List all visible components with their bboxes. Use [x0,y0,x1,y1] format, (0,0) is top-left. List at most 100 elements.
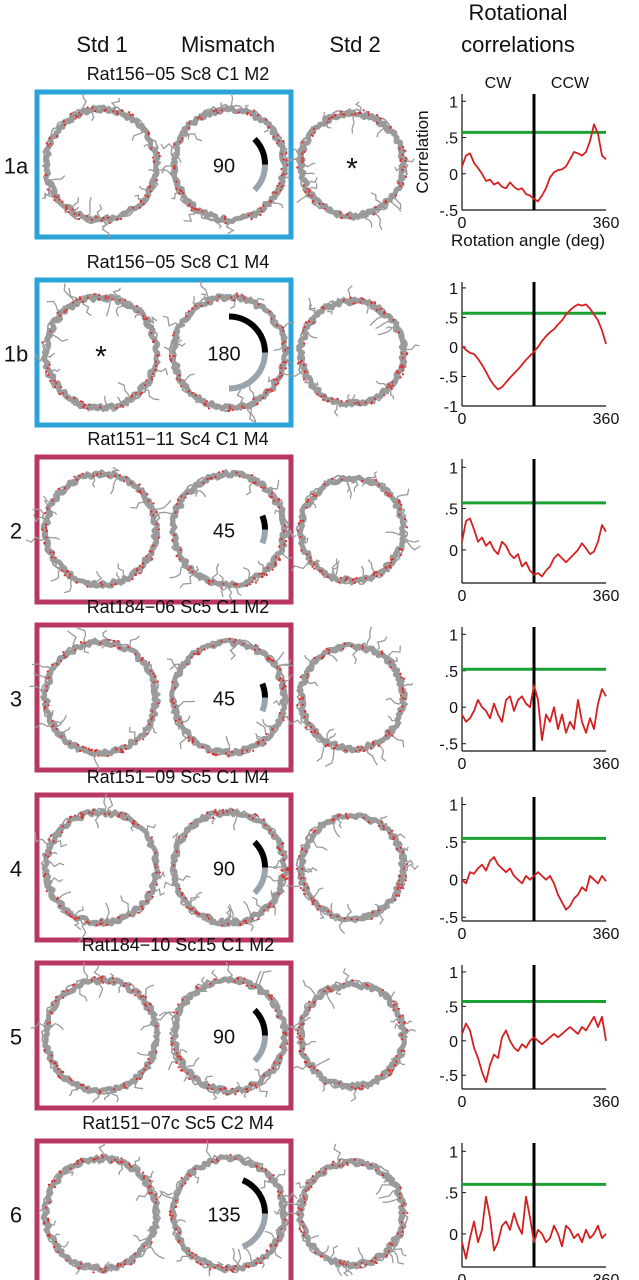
spike-dot [367,821,371,824]
spike-dot [388,733,391,736]
trajectory-path [296,979,408,1092]
trajectory-excursion [273,859,285,868]
spike-dot [361,1087,364,1090]
spike-dot [142,1171,145,1174]
spike-dot [139,199,142,202]
spike-dot [299,675,302,679]
trajectory-excursion [133,1234,150,1244]
spike-dot [171,1042,174,1045]
spike-dot [59,314,62,317]
spike-dot [148,1002,151,1005]
spike-dot [206,1263,209,1266]
spike-dot [301,156,304,160]
spike-dot [371,911,374,914]
spike-dot [276,1235,280,1239]
spike-dot [276,1190,279,1193]
spike-dot [393,1064,396,1067]
spike-dot [107,475,110,478]
spike-dot [252,749,255,752]
spike-dot [154,1194,157,1197]
trajectory-excursion [265,875,284,883]
spike-dot [188,1254,191,1257]
trajectory-excursion [66,1168,74,1177]
spike-dot [196,650,199,653]
trajectory-excursion [45,1220,57,1227]
trajectory-excursion [300,172,315,175]
spike-dot [234,638,237,641]
trajectory-excursion [338,918,346,935]
spike-dot [398,548,401,551]
spike-dot [300,1016,303,1019]
spike-dot [78,917,81,920]
spike-dot [179,1058,182,1061]
spike-dot [47,1183,51,1186]
trajectory-excursion [50,568,63,582]
y-tick-label: -.5 [439,737,458,754]
trajectory-excursion [95,571,103,586]
trajectory-excursion [272,1169,286,1180]
spike-dot [146,195,149,198]
trajectory-excursion [147,315,158,325]
spike-dot [298,1049,301,1053]
trajectory-path [41,1153,160,1274]
trajectory-excursion [258,970,272,989]
spike-dot [376,121,379,124]
spike-dot [269,388,272,391]
spike-dot [155,522,158,526]
spike-dot [76,115,79,118]
spike-dot [255,1086,258,1089]
trajectory-excursion [279,1202,301,1207]
trajectory-excursion [284,158,302,163]
spike-dot [284,539,288,543]
spike-dot [271,834,274,837]
trajectory-excursion [75,906,84,919]
spike-dot [145,379,148,382]
spike-dot [52,724,55,727]
spike-dot [392,1008,395,1011]
spike-dot [345,400,348,403]
mismatch-angle: 90 [213,1027,235,1049]
trajectory-excursion [163,881,176,889]
trajectory-excursion [313,1057,330,1071]
spike-dot [279,371,282,374]
spike-dot [216,1159,219,1162]
spike-dot [245,749,248,752]
spike-dot [231,808,235,812]
spike-dot [370,402,373,405]
spike-dot [263,1257,266,1260]
spike-dot [155,871,158,874]
spike-dot [342,647,345,650]
spike-dot [175,187,178,190]
spike-dot [313,731,316,734]
arena-std2 [296,626,414,767]
spike-dot [180,1177,183,1180]
trajectory-excursion [173,342,186,347]
spike-dot [130,481,133,484]
spike-dot [170,1043,173,1046]
spike-dot [173,164,176,167]
spike-dot [133,994,136,997]
spike-dot [313,899,316,902]
trajectory-excursion [276,658,292,670]
spike-dot [142,314,145,317]
spike-dot [282,184,285,187]
spike-dot [206,914,209,917]
spike-dot [156,680,159,683]
trajectory-excursion [103,1090,110,1101]
spike-dot [214,754,217,757]
spike-dot [278,182,281,185]
spike-dot [284,685,287,688]
spike-dot [99,642,102,645]
spike-dot [276,382,280,385]
spike-dot [403,677,406,680]
trajectory-excursion [169,664,181,672]
spike-dot [397,181,400,184]
spike-dot [154,364,157,367]
spike-dot [206,1087,209,1090]
spike-dot [400,364,403,367]
trajectory-excursion [229,641,237,660]
spike-dot [311,134,314,137]
arena-mismatch [169,469,297,600]
spike-dot [402,369,405,372]
spike-dot [145,318,148,321]
